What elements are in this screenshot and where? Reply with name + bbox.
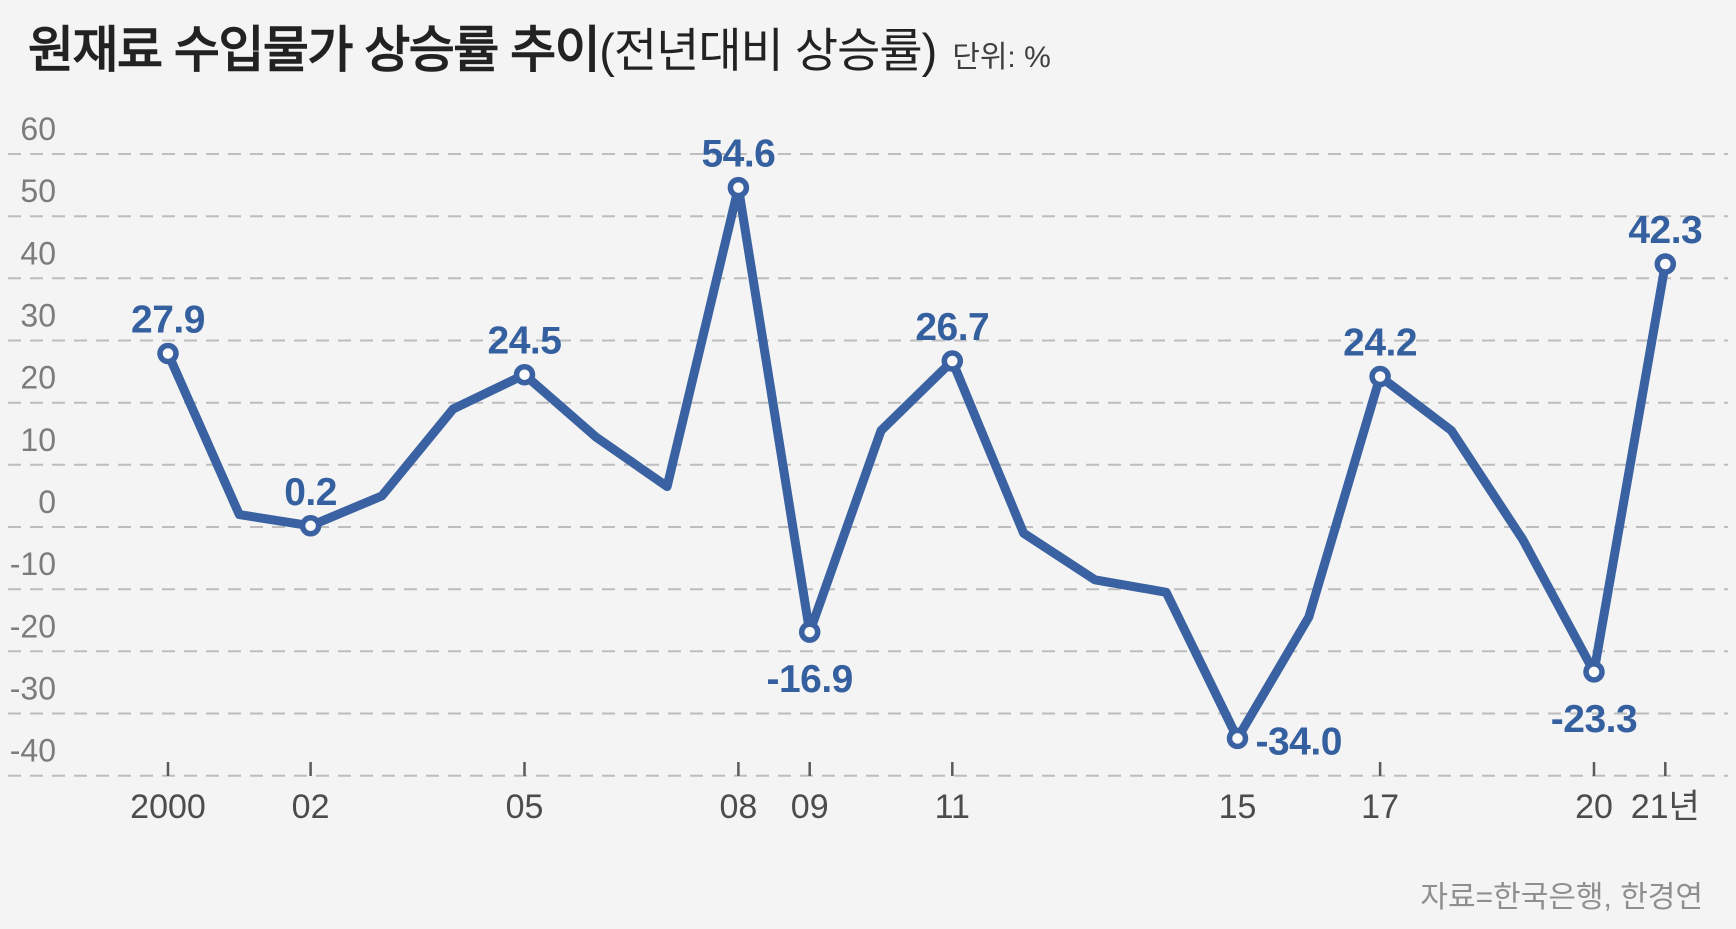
source-credit: 자료=한국은행, 한경연 (1420, 881, 1703, 914)
x-axis-label-2017: 17 (1361, 788, 1399, 826)
data-label-2017: 24.2 (1343, 322, 1417, 365)
chart-title: 원재료 수입물가 상승률 추이(전년대비 상승률) 단위: % (28, 10, 1051, 82)
data-label-2008: 54.6 (701, 133, 775, 176)
data-label-2000: 27.9 (131, 299, 205, 342)
data-label-2002: 0.2 (284, 471, 337, 514)
data-marker-2017 (1369, 365, 1391, 388)
x-axis-label-2021: 21년 (1631, 788, 1700, 826)
data-marker-2000 (157, 342, 179, 365)
y-axis-label-60: 60 (20, 111, 56, 147)
data-label-2011: 26.7 (915, 306, 989, 349)
data-marker-2005 (513, 363, 536, 386)
x-axis-label-2008: 08 (719, 788, 757, 826)
x-axis-label-2009: 09 (791, 788, 829, 826)
y-axis-label--30: -30 (10, 671, 56, 707)
y-axis-label-30: 30 (20, 298, 56, 334)
data-marker-2002 (299, 515, 322, 537)
title-paren: (전년대비 상승률) (599, 24, 937, 77)
y-axis-label-0: 0 (38, 484, 56, 520)
series-line (163, 183, 1670, 743)
data-label-2021: 42.3 (1628, 209, 1702, 252)
x-axis-label-2005: 05 (506, 788, 544, 826)
title-unit: 단위: % (952, 41, 1051, 74)
x-axis-label-2020: 20 (1575, 788, 1613, 826)
data-label-2020: -23.3 (1551, 698, 1637, 741)
data-label-2009: -16.9 (766, 658, 852, 701)
data-marker-2021 (1654, 253, 1677, 275)
y-axis-label--20: -20 (10, 608, 56, 644)
data-marker-2009 (798, 621, 821, 643)
y-axis-label--10: -10 (10, 546, 56, 582)
data-marker-2008 (727, 176, 750, 199)
data-marker-2020 (1583, 661, 1605, 683)
title-main: 원재료 수입물가 상승률 추이 (28, 22, 601, 78)
data-label-2005: 24.5 (488, 320, 562, 363)
x-axis-label-2002: 02 (292, 788, 330, 826)
y-axis-label-10: 10 (20, 422, 56, 458)
y-axis-label-40: 40 (20, 235, 56, 271)
x-axis-label-2011: 11 (935, 788, 970, 826)
x-axis-label-2015: 15 (1219, 788, 1257, 826)
data-label-2015: -34.0 (1256, 720, 1342, 763)
data-marker-2011 (941, 350, 964, 372)
data-marker-2015 (1226, 727, 1249, 750)
y-axis-label-20: 20 (20, 360, 56, 396)
y-axis-label--40: -40 (10, 733, 56, 769)
x-axis-label-2000: 2000 (130, 788, 206, 826)
y-axis-label-50: 50 (20, 173, 56, 209)
